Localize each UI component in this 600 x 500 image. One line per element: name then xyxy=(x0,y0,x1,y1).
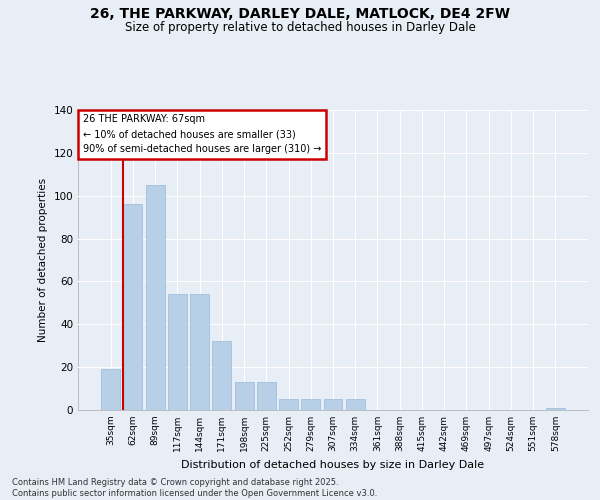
Bar xyxy=(346,400,365,410)
Text: Contains HM Land Registry data © Crown copyright and database right 2025.
Contai: Contains HM Land Registry data © Crown c… xyxy=(12,478,377,498)
Bar xyxy=(146,185,164,410)
Text: 26, THE PARKWAY, DARLEY DALE, MATLOCK, DE4 2FW: 26, THE PARKWAY, DARLEY DALE, MATLOCK, D… xyxy=(90,8,510,22)
Bar xyxy=(323,400,343,410)
Bar xyxy=(212,342,231,410)
Bar xyxy=(190,294,209,410)
Bar xyxy=(257,382,276,410)
Bar xyxy=(124,204,142,410)
Bar xyxy=(168,294,187,410)
Text: Size of property relative to detached houses in Darley Dale: Size of property relative to detached ho… xyxy=(125,21,475,34)
Bar xyxy=(279,400,298,410)
Bar xyxy=(101,370,120,410)
Bar xyxy=(301,400,320,410)
Bar xyxy=(235,382,254,410)
Text: 26 THE PARKWAY: 67sqm
← 10% of detached houses are smaller (33)
90% of semi-deta: 26 THE PARKWAY: 67sqm ← 10% of detached … xyxy=(83,114,322,154)
X-axis label: Distribution of detached houses by size in Darley Dale: Distribution of detached houses by size … xyxy=(181,460,485,469)
Y-axis label: Number of detached properties: Number of detached properties xyxy=(38,178,48,342)
Bar xyxy=(546,408,565,410)
